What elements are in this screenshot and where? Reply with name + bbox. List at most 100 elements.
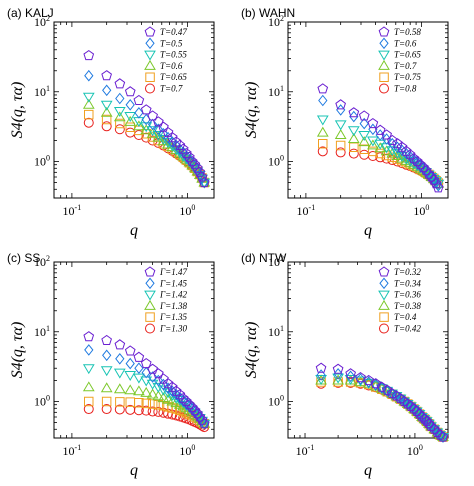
legend-marker — [145, 83, 155, 94]
data-point — [184, 151, 195, 162]
data-point — [162, 138, 174, 149]
data-point — [332, 373, 344, 384]
data-point — [382, 384, 392, 397]
data-point — [153, 123, 163, 136]
data-point — [317, 146, 328, 157]
legend-marker — [144, 59, 156, 70]
data-point — [315, 362, 327, 373]
data-point — [391, 149, 404, 160]
data-point — [101, 404, 112, 415]
x-tick-label: 100 — [413, 203, 429, 218]
data-point — [100, 100, 113, 111]
legend-label: T=0.65 — [160, 72, 187, 82]
y-axis-label: S4(q, τα) — [9, 82, 26, 139]
y-axis-label: S4(q, τα) — [243, 82, 260, 139]
data-point — [163, 382, 173, 395]
data-point — [316, 115, 329, 126]
data-point — [147, 118, 158, 131]
data-point — [370, 378, 382, 389]
legend-label: T=0.55 — [160, 50, 187, 60]
y-tick-label: 102 — [268, 254, 284, 269]
series-1 — [317, 83, 444, 193]
y-tick-label: 100 — [268, 394, 284, 409]
y-tick-label: 102 — [268, 14, 284, 29]
data-point — [428, 174, 440, 185]
legend: T=0.32T=0.34 T=0.36T=0.38T=0.4 T=0.42 — [378, 266, 421, 334]
y-tick-label: 102 — [34, 14, 50, 29]
panel-title: (b) WAHN — [241, 6, 295, 20]
data-point — [425, 422, 437, 433]
plot-frame — [53, 21, 215, 199]
data-point — [153, 400, 164, 410]
data-point — [124, 345, 136, 356]
data-point — [181, 395, 192, 407]
data-point — [177, 152, 190, 162]
legend-label: T=0.65 — [394, 50, 421, 60]
data-point — [157, 392, 170, 403]
legend-marker — [379, 37, 389, 50]
legend-marker — [378, 59, 390, 70]
data-point — [133, 351, 145, 362]
data-point — [391, 150, 404, 160]
data-point — [101, 70, 112, 81]
legend-label: Γ=1.47 — [159, 267, 187, 277]
data-point — [133, 385, 145, 396]
legend-label: Γ=1.38 — [159, 301, 187, 311]
data-point — [335, 147, 346, 158]
y-tick-label: 100 — [268, 154, 284, 169]
data-point — [386, 134, 398, 146]
data-point — [196, 414, 208, 425]
legend-marker — [145, 312, 155, 322]
data-point — [152, 382, 165, 393]
legend-label: T=0.8 — [394, 84, 417, 94]
panel-title: (c) SS — [7, 251, 40, 265]
data-point — [152, 131, 165, 142]
legend: T=0.58T=0.6 T=0.65T=0.7T=0.75 T=0.8 — [378, 26, 421, 94]
data-point — [381, 384, 393, 395]
data-point — [100, 106, 113, 117]
data-point — [101, 396, 112, 407]
legend-marker — [144, 290, 156, 301]
data-point — [82, 364, 95, 375]
data-point — [124, 384, 137, 395]
data-point — [359, 149, 370, 160]
legend-marker — [379, 72, 389, 82]
data-point — [83, 404, 94, 415]
series-1 — [83, 49, 210, 188]
legend-label: T=0.7 — [394, 61, 417, 71]
data-point — [177, 143, 189, 154]
data-point — [428, 423, 440, 434]
data-point — [134, 106, 144, 119]
panel-1: (a) KALJ 10-1 100 100 101 102 q S4(q, τα) T=0.47… — [7, 6, 215, 239]
data-point — [345, 370, 356, 383]
data-point — [133, 405, 144, 416]
data-point — [430, 178, 442, 189]
data-point — [100, 366, 113, 377]
legend-marker — [144, 266, 156, 277]
data-point — [115, 352, 125, 365]
data-point — [125, 127, 136, 138]
legend-marker — [378, 50, 390, 61]
y-axis-label: S4(q, τα) — [9, 322, 26, 379]
data-point — [83, 331, 95, 342]
data-point — [147, 371, 158, 383]
data-point — [396, 152, 408, 163]
legend-marker — [144, 26, 156, 37]
data-point — [317, 83, 329, 94]
x-tick-label: 10-1 — [63, 443, 82, 458]
data-point — [397, 144, 407, 157]
data-point — [153, 374, 163, 387]
data-point — [113, 111, 126, 122]
data-point — [374, 142, 387, 153]
data-point — [125, 357, 135, 370]
plot-frame — [287, 21, 449, 199]
plot-frame — [53, 261, 215, 439]
data-point — [192, 162, 203, 173]
legend-label: T=0.38 — [394, 301, 421, 311]
data-point — [82, 92, 95, 103]
data-point — [167, 136, 177, 148]
data-point — [359, 117, 369, 130]
legend-marker — [379, 323, 389, 334]
panel-title: (a) KALJ — [7, 6, 54, 20]
